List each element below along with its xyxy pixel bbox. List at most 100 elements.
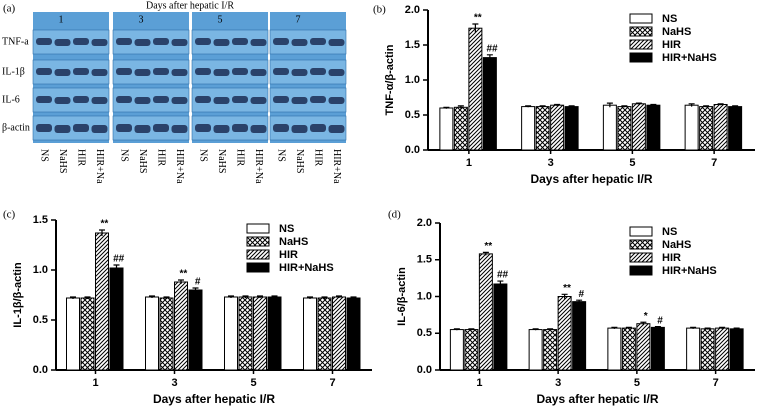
- significance-label: **: [473, 13, 482, 24]
- bar: [464, 329, 479, 371]
- blot-band: [36, 96, 52, 103]
- error-bar: [621, 105, 628, 108]
- significance-label: ##: [486, 43, 498, 54]
- blot-band: [213, 97, 230, 104]
- bar: [317, 297, 332, 371]
- panel-label: (a): [3, 3, 16, 15]
- legend-label: NaHS: [662, 26, 691, 38]
- legend-swatch: [629, 265, 653, 276]
- legend-label: HIR+NaHS: [662, 265, 717, 277]
- error-bar: [547, 328, 554, 331]
- error-bar: [733, 327, 740, 330]
- legend-swatch: [629, 226, 653, 237]
- significance-label: **: [100, 219, 109, 230]
- legend-swatch: [246, 223, 270, 234]
- legend-swatch: [246, 236, 270, 247]
- error-bar: [568, 105, 575, 108]
- blot-band: [91, 125, 108, 133]
- error-bar: [704, 327, 711, 330]
- error-bar: [497, 280, 504, 287]
- blot-band: [195, 124, 211, 132]
- blot-day-label: 7: [296, 14, 301, 25]
- blot-band: [195, 68, 211, 75]
- y-tick-label: 0.0: [417, 364, 432, 376]
- blot-band: [232, 124, 248, 132]
- error-bar: [690, 326, 697, 329]
- x-tick-label: 3: [555, 377, 561, 389]
- blot-band: [116, 124, 132, 132]
- error-bar: [539, 105, 546, 108]
- x-tick-label: 7: [713, 377, 719, 389]
- y-tick-label: 0.5: [417, 327, 432, 339]
- bar: [468, 27, 483, 151]
- error-bar: [84, 296, 91, 299]
- bar: [66, 297, 80, 371]
- y-tick-label: 0.0: [405, 144, 420, 156]
- x-tick-label: 1: [476, 377, 482, 389]
- blot-lane-label: HIR+Na: [253, 149, 264, 184]
- legend-label: NaHS: [279, 236, 308, 248]
- legend-swatch: [629, 13, 653, 24]
- significance-label: ##: [113, 254, 125, 265]
- blot-band: [195, 38, 211, 45]
- blot-lane-label: NS: [276, 149, 287, 162]
- bar: [267, 296, 282, 371]
- error-bar: [178, 279, 184, 284]
- significance-label: *: [643, 311, 648, 322]
- legend-swatch: [629, 252, 653, 263]
- error-bar: [611, 326, 618, 329]
- x-axis-label: Days after hepatic I/R: [536, 392, 658, 406]
- blot-band: [153, 124, 169, 132]
- blot-band: [171, 69, 188, 76]
- significance-label: **: [179, 269, 188, 280]
- blot-row-label: β-actin: [2, 122, 30, 133]
- bar: [607, 327, 622, 371]
- blot-lane-label: HIR+Na: [94, 149, 105, 184]
- bar: [174, 281, 188, 371]
- bar: [646, 104, 661, 151]
- blot-day-label: 5: [218, 14, 223, 25]
- bar: [493, 283, 508, 371]
- error-bar: [717, 103, 724, 106]
- blot-band: [310, 68, 326, 75]
- blot-band: [291, 125, 308, 133]
- y-tick-label: 1.0: [417, 290, 432, 302]
- bar: [109, 267, 124, 371]
- y-axis-label: IL-6/β-actin: [396, 267, 408, 326]
- blot-row-label: IL-1β: [2, 66, 25, 77]
- error-bar: [554, 103, 561, 106]
- bar: [159, 297, 174, 371]
- error-bar: [271, 295, 278, 298]
- error-bar: [99, 229, 105, 236]
- error-bar: [242, 295, 249, 298]
- blot-band: [291, 39, 308, 46]
- x-tick-label: 3: [171, 377, 177, 389]
- error-bar: [486, 54, 493, 61]
- blot-band: [73, 68, 89, 75]
- blot-band: [54, 69, 71, 76]
- blot-title: Days after hepatic I/R: [146, 0, 234, 11]
- blot-lane-label: NaHS: [137, 149, 148, 173]
- bar: [453, 106, 468, 151]
- blot-day-label: 3: [139, 14, 144, 25]
- legend-label: HIR+NaHS: [279, 262, 334, 274]
- y-tick-label: 1.5: [417, 254, 432, 266]
- blot-band: [310, 124, 326, 132]
- bar: [617, 106, 632, 151]
- blot-band: [153, 68, 169, 75]
- bar: [557, 296, 572, 371]
- blot-band: [36, 68, 52, 75]
- bar: [528, 329, 543, 371]
- bar: [700, 328, 715, 371]
- y-tick-label: 0.5: [405, 109, 420, 121]
- blot-lane-label: NaHS: [57, 149, 68, 173]
- legend-label: HIR: [279, 249, 298, 261]
- error-bar: [149, 295, 155, 298]
- significance-label: **: [484, 241, 493, 252]
- blot-band: [250, 125, 267, 133]
- bar: [550, 104, 565, 151]
- legend-swatch: [629, 39, 653, 50]
- blot-band: [116, 96, 132, 103]
- error-bar: [606, 102, 613, 108]
- blot-band: [273, 38, 289, 45]
